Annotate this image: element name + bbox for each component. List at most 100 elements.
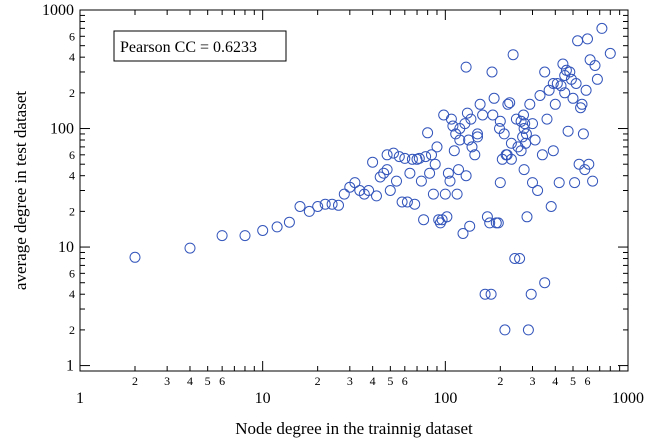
data-point bbox=[524, 98, 536, 110]
data-point bbox=[451, 188, 463, 200]
x-tick-label: 10 bbox=[255, 390, 271, 407]
y-tick-label: 10 bbox=[58, 239, 74, 256]
data-point bbox=[438, 109, 450, 121]
data-point bbox=[457, 228, 469, 239]
data-point bbox=[553, 177, 565, 189]
data-point bbox=[518, 123, 530, 134]
data-point bbox=[583, 158, 595, 170]
data-point bbox=[557, 58, 569, 70]
data-point bbox=[384, 185, 396, 196]
data-point bbox=[515, 145, 527, 157]
data-point bbox=[486, 66, 498, 78]
data-point bbox=[460, 170, 472, 182]
annotation-box: Pearson CC = 0.6233 bbox=[113, 30, 287, 62]
x-tick-label: 1 bbox=[76, 390, 84, 407]
data-point bbox=[216, 230, 228, 242]
data-point bbox=[582, 33, 593, 45]
data-point bbox=[388, 147, 399, 159]
data-point bbox=[596, 22, 608, 34]
data-point bbox=[404, 167, 416, 179]
data-point bbox=[415, 175, 427, 187]
data-point bbox=[474, 98, 486, 110]
data-point bbox=[371, 190, 382, 202]
data-point bbox=[319, 198, 331, 210]
y-tick-label: 100 bbox=[50, 121, 74, 138]
x-minor-tick-label: 5 bbox=[387, 374, 393, 388]
x-minor-tick-label: 4 bbox=[370, 374, 376, 388]
data-point bbox=[465, 113, 477, 125]
x-minor-tick-label: 3 bbox=[529, 374, 535, 388]
data-point bbox=[409, 198, 421, 210]
data-point bbox=[536, 149, 548, 161]
data-point bbox=[559, 87, 571, 99]
data-point bbox=[577, 128, 589, 140]
data-point bbox=[469, 149, 481, 161]
data-point bbox=[481, 211, 493, 223]
y-tick-label: 1000 bbox=[42, 2, 74, 19]
data-point bbox=[502, 98, 514, 110]
data-point bbox=[418, 214, 430, 226]
data-point bbox=[527, 177, 538, 189]
data-point bbox=[541, 113, 553, 125]
data-point bbox=[539, 66, 551, 78]
data-point bbox=[424, 167, 436, 179]
data-point bbox=[326, 198, 338, 210]
data-point bbox=[401, 196, 413, 208]
data-point bbox=[591, 73, 603, 85]
axis-ticks bbox=[79, 9, 629, 371]
x-tick-label: 100 bbox=[433, 390, 457, 407]
data-point bbox=[518, 164, 530, 176]
x-minor-tick-label: 4 bbox=[187, 374, 193, 388]
data-point bbox=[521, 211, 533, 223]
y-minor-tick-label: 4 bbox=[69, 50, 75, 64]
data-point bbox=[479, 288, 491, 300]
data-point bbox=[522, 324, 534, 336]
data-points bbox=[129, 22, 616, 336]
data-point bbox=[378, 167, 390, 179]
data-point bbox=[429, 158, 441, 170]
data-point bbox=[439, 188, 451, 200]
data-point bbox=[487, 109, 499, 121]
data-point bbox=[485, 288, 497, 300]
data-point bbox=[441, 211, 453, 223]
data-point bbox=[507, 49, 519, 61]
data-point bbox=[545, 201, 557, 212]
data-point bbox=[547, 78, 559, 89]
data-point bbox=[499, 324, 511, 336]
x-minor-tick-label: 4 bbox=[552, 374, 558, 388]
data-point bbox=[512, 141, 524, 153]
data-point bbox=[492, 217, 504, 229]
data-point bbox=[460, 61, 472, 73]
data-point bbox=[570, 78, 582, 89]
data-point bbox=[381, 164, 393, 176]
data-point bbox=[338, 188, 350, 200]
data-point bbox=[184, 242, 196, 254]
x-minor-tick-label: 2 bbox=[132, 374, 138, 388]
y-minor-tick-label: 6 bbox=[69, 266, 75, 280]
data-point bbox=[509, 253, 521, 264]
data-point bbox=[569, 177, 581, 189]
data-point bbox=[573, 158, 585, 170]
data-point bbox=[547, 145, 559, 157]
y-minor-tick-label: 2 bbox=[69, 86, 75, 100]
data-point bbox=[271, 221, 283, 233]
data-point bbox=[239, 230, 251, 242]
data-point bbox=[367, 156, 379, 168]
data-point bbox=[555, 80, 567, 92]
data-point bbox=[413, 152, 425, 164]
data-point bbox=[529, 134, 541, 146]
data-point bbox=[517, 131, 529, 143]
data-point bbox=[454, 134, 466, 146]
data-point bbox=[505, 153, 517, 165]
x-minor-tick-label: 5 bbox=[205, 374, 211, 388]
data-point bbox=[349, 177, 361, 189]
x-minor-tick-label: 2 bbox=[497, 374, 503, 388]
data-point bbox=[520, 128, 532, 140]
y-minor-tick-label: 4 bbox=[69, 169, 75, 183]
data-point bbox=[576, 98, 588, 110]
y-minor-tick-label: 2 bbox=[69, 323, 75, 337]
data-point bbox=[444, 175, 456, 187]
x-minor-tick-label: 6 bbox=[584, 374, 590, 388]
data-point bbox=[494, 115, 506, 127]
x-minor-tick-label: 3 bbox=[164, 374, 170, 388]
